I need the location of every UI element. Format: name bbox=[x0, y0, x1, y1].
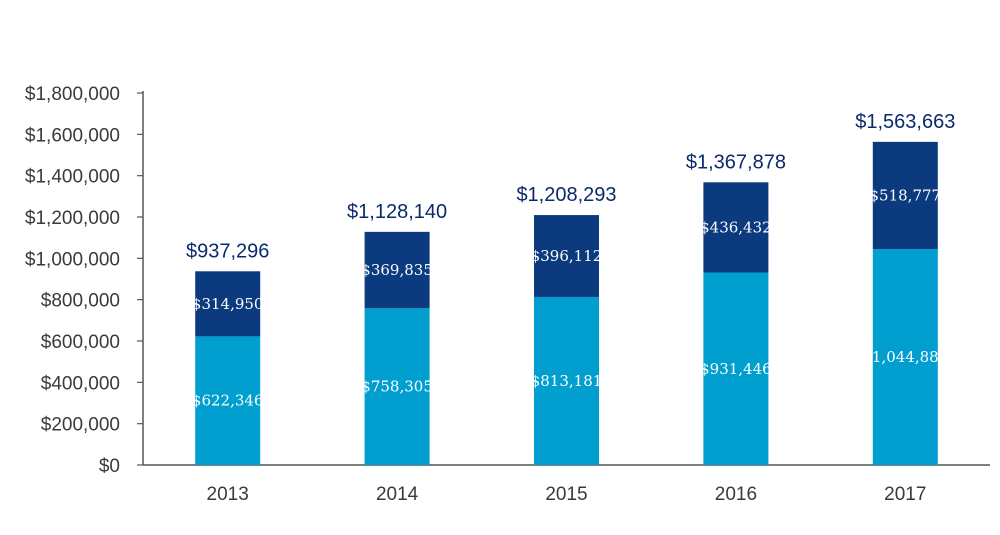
bar-segment-bottom bbox=[703, 272, 769, 465]
y-tick-label: $1,000,000 bbox=[25, 249, 120, 270]
total-label: $1,128,140 bbox=[347, 201, 447, 223]
x-tick-label: 2016 bbox=[715, 484, 757, 505]
data-labels: $622,346 $314,950 $937,296 $758,305 $369,835… bbox=[186, 111, 955, 410]
y-tick-label: $1,600,000 bbox=[25, 125, 120, 146]
total-label: $1,367,878 bbox=[686, 151, 786, 173]
y-tick-label: $1,800,000 bbox=[25, 84, 120, 105]
x-tick-label: 2015 bbox=[545, 484, 587, 505]
bar-segment-top bbox=[872, 141, 938, 250]
y-axis: $0 $200,000 $400,000 $600,000 $800,000 $1,000… bbox=[25, 84, 144, 477]
bars bbox=[195, 141, 938, 465]
total-label: $1,208,293 bbox=[516, 184, 616, 206]
bar-segment-bottom bbox=[534, 296, 599, 465]
x-tick-label: 2013 bbox=[207, 484, 249, 505]
data-label-bottom: $1,044,887 bbox=[862, 348, 948, 366]
x-tick-label: 2014 bbox=[376, 484, 419, 505]
data-label-top: $314,950 bbox=[192, 295, 264, 313]
y-tick-label: $400,000 bbox=[41, 373, 120, 394]
data-label-top: $436,432 bbox=[700, 218, 772, 236]
total-label: $1,563,663 bbox=[855, 111, 955, 133]
y-tick-label: $200,000 bbox=[41, 415, 120, 436]
data-label-bottom: $622,346 bbox=[192, 392, 264, 410]
bar-segment-top bbox=[534, 215, 599, 297]
x-axis: 2013 2014 2015 2016 2017 bbox=[143, 464, 990, 505]
bar-segment-bottom bbox=[195, 336, 261, 465]
y-tick-label: $800,000 bbox=[41, 291, 120, 312]
y-tick-label: $0 bbox=[99, 456, 120, 477]
bar-segment-bottom bbox=[872, 249, 938, 465]
data-label-bottom: $931,446 bbox=[700, 360, 772, 378]
data-label-top: $369,835 bbox=[361, 261, 433, 279]
data-label-top: $518,777 bbox=[870, 186, 942, 204]
y-tick-label: $1,400,000 bbox=[25, 167, 120, 188]
y-tick-label: $600,000 bbox=[41, 332, 120, 353]
x-tick-label: 2017 bbox=[884, 484, 926, 505]
bar-segment-top bbox=[703, 182, 769, 273]
bar-segment-top bbox=[195, 271, 261, 337]
bar-segment-bottom bbox=[364, 308, 430, 465]
y-tick-label: $1,200,000 bbox=[25, 208, 120, 229]
data-label-bottom: $758,305 bbox=[361, 378, 433, 396]
bar-segment-top bbox=[364, 231, 430, 309]
total-label: $937,296 bbox=[186, 240, 269, 262]
data-label-top: $396,112 bbox=[531, 247, 603, 265]
data-label-bottom: $813,181 bbox=[531, 372, 603, 390]
